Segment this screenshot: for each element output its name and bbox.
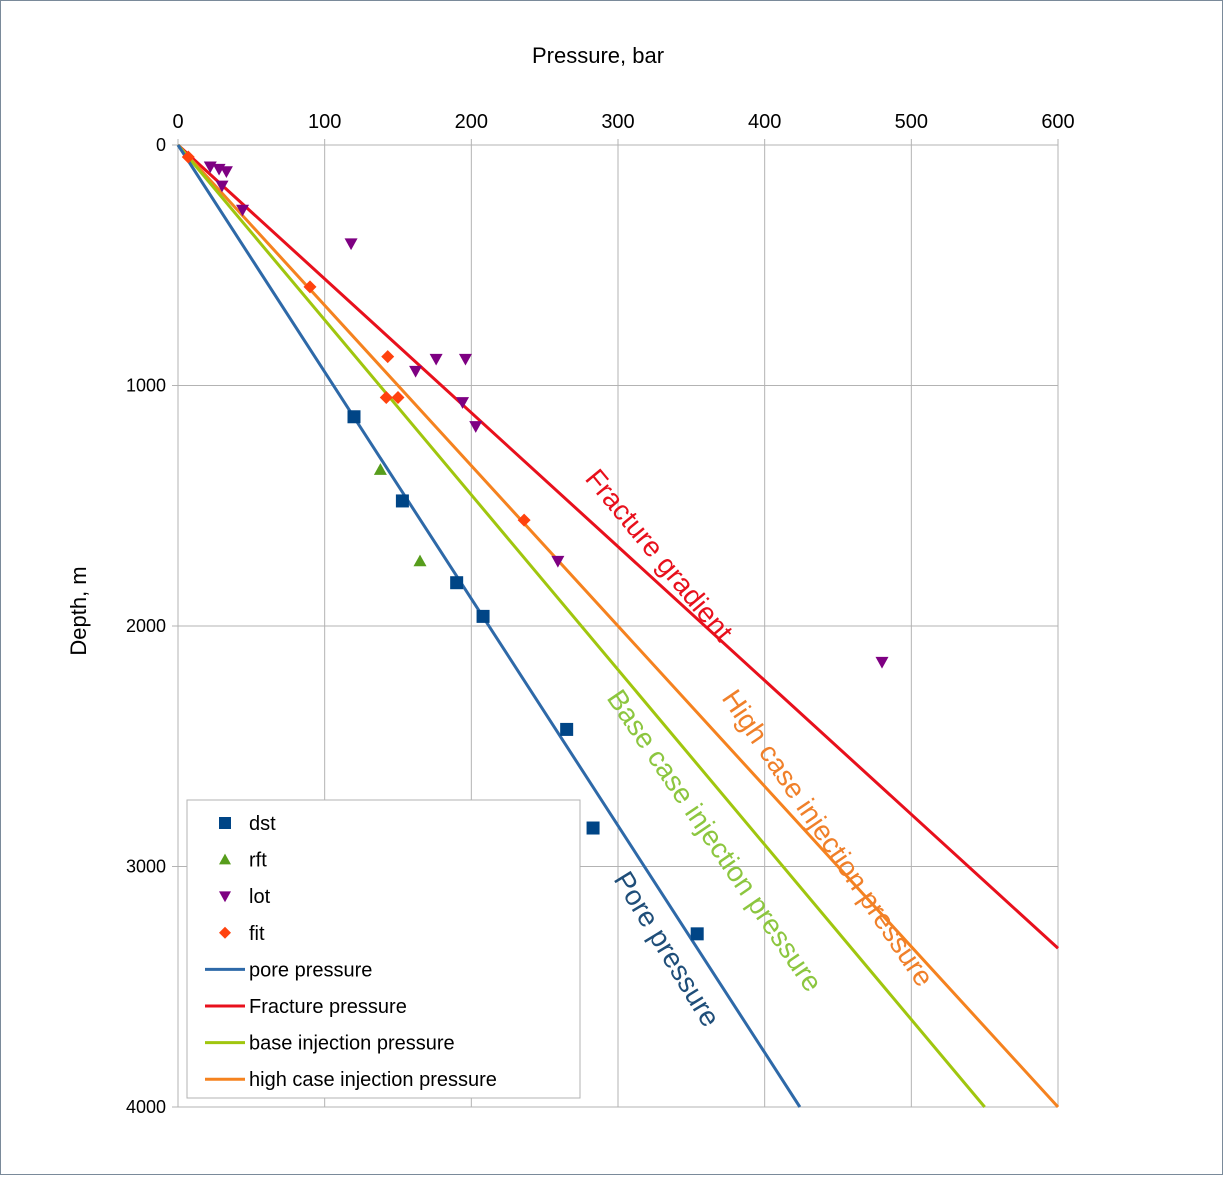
legend-symbol <box>219 853 231 865</box>
data-point-lot <box>236 204 250 217</box>
line-annotation: Fracture gradient <box>579 463 739 647</box>
legend-label: rft <box>249 850 267 872</box>
legend: dst rft lot fit pore pressure Fracture pressu… <box>186 799 581 1099</box>
series-markers <box>181 150 889 941</box>
x-tick-label: 600 <box>1041 111 1074 133</box>
y-tick-label: 1000 <box>126 376 166 396</box>
data-point-lot <box>456 397 470 409</box>
y-tick-label: 2000 <box>126 616 166 636</box>
legend-label: base injection pressure <box>249 1033 455 1055</box>
data-point-dst <box>690 927 704 941</box>
data-point-dst <box>586 821 600 835</box>
legend-box <box>186 799 581 1099</box>
series-line-fracture-pressure <box>176 143 1060 950</box>
data-point-lot <box>344 238 358 251</box>
data-point-lot <box>469 421 483 433</box>
legend-symbol <box>219 891 231 903</box>
data-point-lot <box>409 365 423 378</box>
legend-label: high case injection pressure <box>249 1069 497 1091</box>
data-point-lot <box>551 555 565 568</box>
x-tick-label: 400 <box>748 111 781 133</box>
data-point-fit <box>517 513 531 527</box>
data-point-dst <box>476 609 490 623</box>
series-lines <box>176 143 1060 1109</box>
x-tick-label: 100 <box>308 111 341 133</box>
legend-label: dst <box>249 813 276 835</box>
legend-symbol <box>219 817 231 829</box>
data-point-fit <box>303 280 317 294</box>
x-tick-label: 0 <box>172 111 183 133</box>
data-point-dst <box>347 410 361 424</box>
legend-label: Fracture pressure <box>249 996 407 1018</box>
y-axis-label: Depth, m <box>66 566 91 655</box>
y-tick-label: 3000 <box>126 857 166 877</box>
legend-symbol <box>219 926 231 939</box>
data-point-lot <box>215 180 229 193</box>
data-point-lot <box>458 353 472 366</box>
series-line-base-injection-pressure <box>176 144 986 1108</box>
line-annotation: Pore pressure <box>608 866 726 1032</box>
data-point-dst <box>450 576 464 590</box>
series-line-high-case-injection-pressure <box>176 143 1060 1109</box>
legend-label: pore pressure <box>249 959 372 981</box>
x-axis-label: Pressure, bar <box>532 43 664 68</box>
data-point-lot <box>219 166 233 178</box>
data-point-dst <box>395 494 409 508</box>
data-point-fit <box>391 391 405 405</box>
data-point-lot <box>429 353 443 366</box>
data-point-lot <box>875 656 889 669</box>
x-tick-label: 200 <box>455 111 488 133</box>
series-line-pore-pressure <box>176 144 802 1108</box>
data-point-fit <box>381 350 395 364</box>
data-point-fit <box>181 150 195 164</box>
legend-label: fit <box>249 923 265 945</box>
axes: 0 100 200 300 400 500 600 0 1000 2000 3000 4000 <box>126 111 1075 1117</box>
x-tick-label: 300 <box>601 111 634 133</box>
legend-label: lot <box>249 886 271 908</box>
annotations: Fracture gradient High case injection pre… <box>579 463 939 1032</box>
y-tick-label: 4000 <box>126 1097 166 1117</box>
line-annotation: High case injection pressure <box>716 684 940 992</box>
y-tick-label: 0 <box>156 135 166 155</box>
data-point-rft <box>373 463 387 475</box>
data-point-dst <box>560 722 574 736</box>
data-point-rft <box>413 554 427 567</box>
data-point-fit <box>379 391 393 405</box>
x-tick-label: 500 <box>895 111 928 133</box>
